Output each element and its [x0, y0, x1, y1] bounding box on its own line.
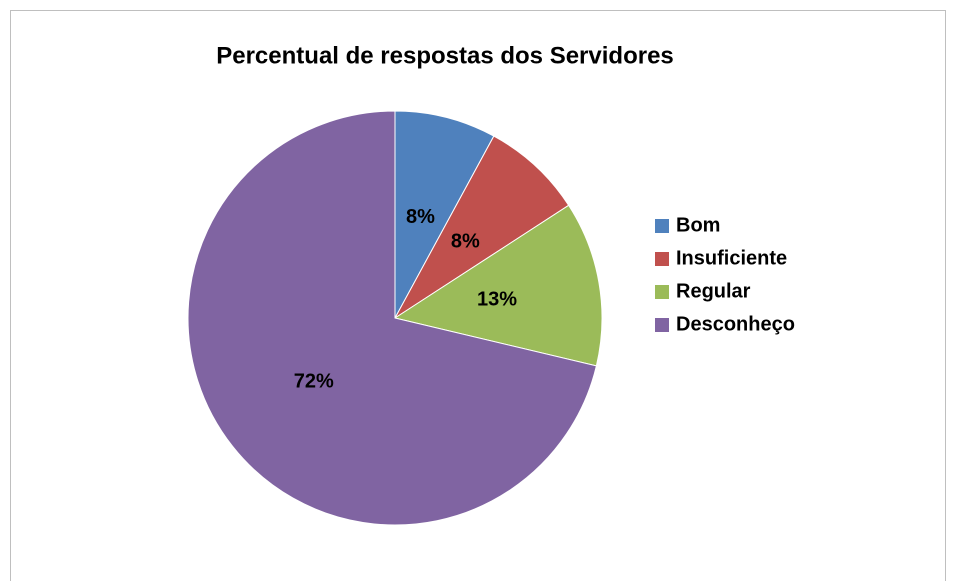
legend-label: Desconheço	[676, 313, 795, 335]
legend-swatch	[655, 318, 669, 332]
legend-label: Bom	[676, 214, 720, 236]
legend-label: Regular	[676, 280, 751, 302]
pie-slice	[394, 110, 495, 319]
legend-swatch	[655, 219, 669, 233]
data-label: 13%	[477, 289, 517, 311]
data-label: 72%	[294, 370, 334, 392]
pie-slice	[394, 135, 570, 319]
chart-title: Percentual de respostas dos Servidores	[216, 42, 674, 69]
pie-slice	[393, 204, 603, 367]
data-label: 8%	[451, 230, 480, 252]
legend-label: Insuficiente	[676, 247, 787, 269]
pie-slice	[187, 110, 597, 526]
legend-swatch	[655, 252, 669, 266]
data-label: 8%	[406, 206, 435, 228]
legend-swatch	[655, 285, 669, 299]
